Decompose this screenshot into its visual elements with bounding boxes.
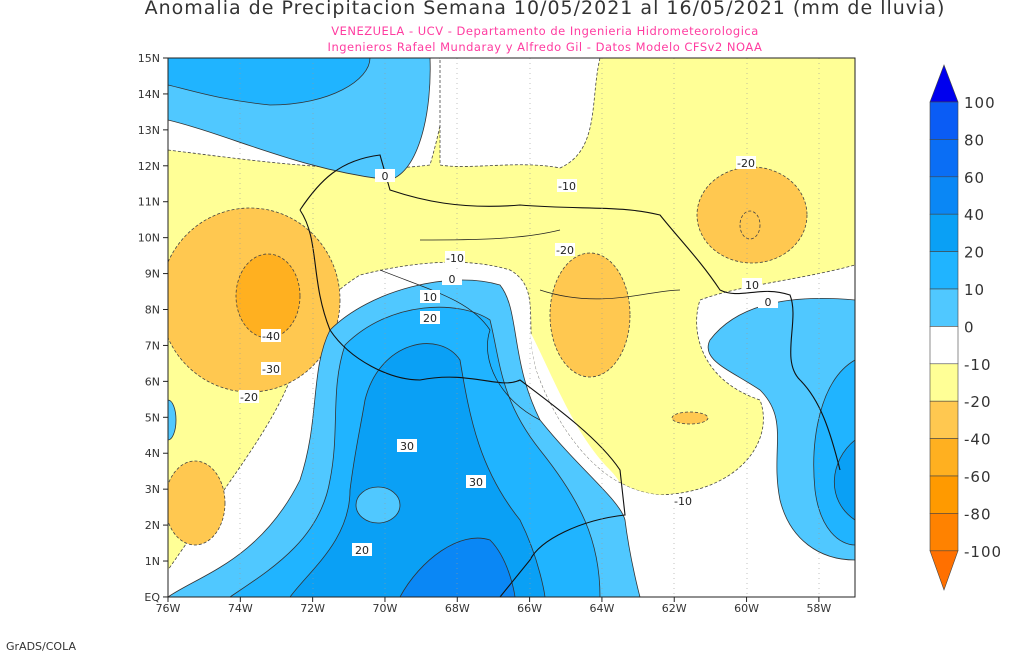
lon-tick-label: 62W: [662, 602, 687, 615]
lon-tick-label: 72W: [300, 602, 325, 615]
lat-tick-label: 13N: [138, 124, 160, 137]
contour-label: -10: [558, 180, 576, 193]
lat-tick-label: 8N: [145, 304, 160, 317]
chart-title: Anomalia de Precipitacion Semana 10/05/2…: [144, 0, 946, 19]
colorbar-swatch: [929, 400, 959, 439]
anomaly-orange-center: [549, 252, 631, 378]
contour-label: 20: [423, 312, 437, 325]
colorbar-swatch: [929, 101, 959, 140]
contour-label: -20: [556, 244, 574, 257]
contour-label: -10: [446, 252, 464, 265]
colorbar-swatch: [929, 513, 959, 552]
lat-tick-label: 3N: [145, 483, 160, 496]
contour-label: -20: [737, 157, 755, 170]
lat-tick-label: 11N: [138, 196, 160, 209]
lat-tick-label: 4N: [145, 447, 160, 460]
contour-label: 20: [355, 544, 369, 557]
anomaly-region-white-south: [500, 285, 855, 597]
colorbar-swatch: [929, 475, 959, 514]
colorbar-label: 0: [964, 318, 975, 336]
colorbar-label: -80: [964, 505, 992, 523]
lat-tick-label: 2N: [145, 519, 160, 532]
colorbar-bottom-arrow: [929, 550, 959, 591]
contour-label: 10: [745, 279, 759, 292]
subtitle-institution: VENEZUELA - UCV - Departamento de Ingeni…: [331, 24, 759, 38]
lon-tick-label: 74W: [228, 602, 253, 615]
lon-tick-label: 68W: [445, 602, 470, 615]
lat-tick-label: 14N: [138, 88, 160, 101]
lat-tick-label: EQ: [144, 591, 160, 604]
subtitle-authors: Ingenieros Rafael Mundaray y Alfredo Gil…: [327, 40, 763, 54]
contour-label: -10: [674, 495, 692, 508]
colorbar-label: -40: [964, 431, 992, 449]
contour-label: 30: [400, 440, 414, 453]
lat-tick-label: 6N: [145, 375, 160, 388]
coastline: [299, 154, 841, 597]
country-borders: [379, 229, 681, 421]
colorbar-swatch: [929, 326, 959, 365]
map-frame: [167, 57, 856, 598]
colorbar-swatch: [929, 139, 959, 178]
colorbar-swatch: [929, 288, 959, 327]
lon-tick-label: 60W: [734, 602, 759, 615]
lon-tick-label: 64W: [589, 602, 614, 615]
contour-label: 0: [765, 296, 772, 309]
colorbar-swatch: [929, 438, 959, 477]
contour-label: 30: [469, 476, 483, 489]
lat-tick-label: 1N: [145, 555, 160, 568]
colorbar-label: 60: [964, 169, 985, 187]
colorbar-label: 20: [964, 244, 985, 262]
lat-tick-label: 15N: [138, 52, 160, 65]
footer-credit: GrADS/COLA: [6, 640, 76, 653]
contour-label: -20: [240, 391, 258, 404]
colorbar-top-arrow: [929, 64, 959, 103]
lat-tick-label: 10N: [138, 232, 160, 245]
colorbar-swatch: [929, 251, 959, 290]
lat-tick-label: 7N: [145, 339, 160, 352]
contour-label: 10: [423, 291, 437, 304]
colorbar-label: -100: [964, 543, 1002, 561]
map-fills: -10 -20 -20 -10 0 10 20 -40 -30 -20 30 30 20 -10 10 0 0: [168, 58, 855, 597]
colorbar-label: 10: [964, 281, 985, 299]
lat-tick-label: 12N: [138, 160, 160, 173]
anomaly-orange-east: [696, 166, 808, 264]
contour-label: 0: [449, 273, 456, 286]
contour-label: -40: [262, 330, 280, 343]
colorbar-label: 80: [964, 131, 985, 149]
lon-tick-label: 76W: [156, 602, 181, 615]
anomaly-region-white-top: [439, 58, 601, 169]
lon-tick-label: 70W: [373, 602, 398, 615]
colorbar-label: 40: [964, 206, 985, 224]
colorbar-label: -60: [964, 468, 992, 486]
lat-tick-label: 5N: [145, 411, 160, 424]
colorbar-label: -10: [964, 356, 992, 374]
lon-tick-label: 66W: [517, 602, 542, 615]
lon-tick-label: 58W: [806, 602, 831, 615]
colorbar-swatch: [929, 176, 959, 215]
contour-label: -30: [262, 363, 280, 376]
lat-tick-label: 9N: [145, 268, 160, 281]
colorbar-label: 100: [964, 94, 996, 112]
colorbar-swatch: [929, 363, 959, 402]
colorbar-label: -20: [964, 393, 992, 411]
contour-label: 0: [382, 170, 389, 183]
colorbar-swatch: [929, 213, 959, 252]
